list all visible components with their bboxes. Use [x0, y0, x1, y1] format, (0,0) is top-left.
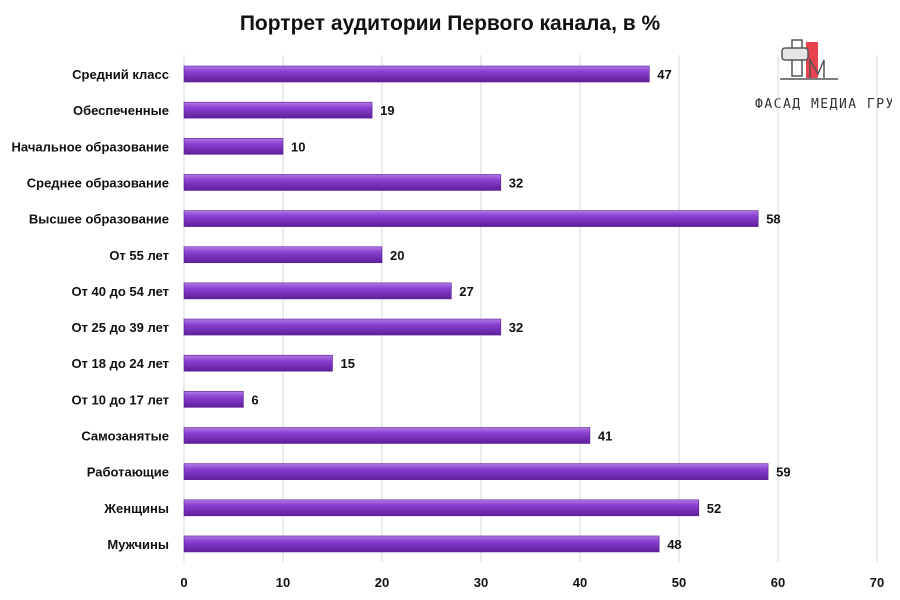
category-label: Начальное образование — [12, 139, 169, 154]
category-label: Высшее образование — [29, 212, 169, 227]
data-label: 32 — [509, 175, 523, 190]
chart-title: Портрет аудитории Первого канала, в % — [239, 12, 661, 35]
data-label: 59 — [776, 465, 790, 480]
bar — [183, 101, 373, 119]
category-label: Самозанятые — [81, 429, 169, 444]
data-label: 6 — [251, 392, 258, 407]
bar — [183, 427, 591, 444]
data-label: 10 — [291, 139, 305, 154]
x-tick-label: 10 — [276, 575, 290, 590]
data-label: 27 — [459, 284, 473, 299]
bar — [183, 354, 333, 372]
x-tick-label: 60 — [771, 575, 785, 590]
x-tick-label: 20 — [375, 575, 389, 590]
data-label: 32 — [509, 320, 523, 335]
bar — [183, 499, 700, 517]
bar — [183, 391, 244, 408]
bar — [183, 535, 660, 553]
data-label: 19 — [380, 103, 394, 118]
category-label: От 25 до 39 лет — [71, 320, 169, 335]
category-label: Обеспеченные — [73, 103, 169, 118]
category-label: От 40 до 54 лет — [71, 284, 169, 299]
x-tick-label: 70 — [870, 575, 884, 590]
data-label: 15 — [341, 356, 355, 371]
x-tick-label: 50 — [672, 575, 686, 590]
data-label: 47 — [657, 67, 671, 82]
data-label: 41 — [598, 429, 612, 444]
bar — [183, 210, 759, 227]
data-label: 48 — [667, 537, 681, 552]
bar — [183, 246, 383, 264]
data-label: 58 — [766, 212, 780, 227]
x-tick-label: 40 — [573, 575, 587, 590]
bar — [183, 138, 284, 155]
svg-text:ФАСАД МЕДИА ГРУПП: ФАСАД МЕДИА ГРУПП — [755, 97, 892, 112]
x-tick-label: 30 — [474, 575, 488, 590]
category-label: От 55 лет — [109, 248, 169, 263]
data-label: 20 — [390, 248, 404, 263]
data-label: 52 — [707, 501, 721, 516]
category-label: Мужчины — [107, 537, 169, 552]
category-label: Средний класс — [72, 67, 169, 82]
bar — [183, 318, 502, 336]
bar — [183, 282, 452, 300]
bar — [183, 65, 650, 83]
bar — [183, 174, 502, 191]
bar — [183, 463, 769, 480]
fasad-media-group-logo: ФАСАД МЕДИА ГРУПП — [755, 39, 892, 112]
x-tick-label: 0 — [180, 575, 187, 590]
category-label: От 18 до 24 лет — [71, 356, 169, 371]
category-label: Среднее образование — [27, 175, 169, 190]
category-label: От 10 до 17 лет — [71, 392, 169, 407]
category-label: Женщины — [103, 501, 169, 516]
category-label: Работающие — [87, 465, 169, 480]
